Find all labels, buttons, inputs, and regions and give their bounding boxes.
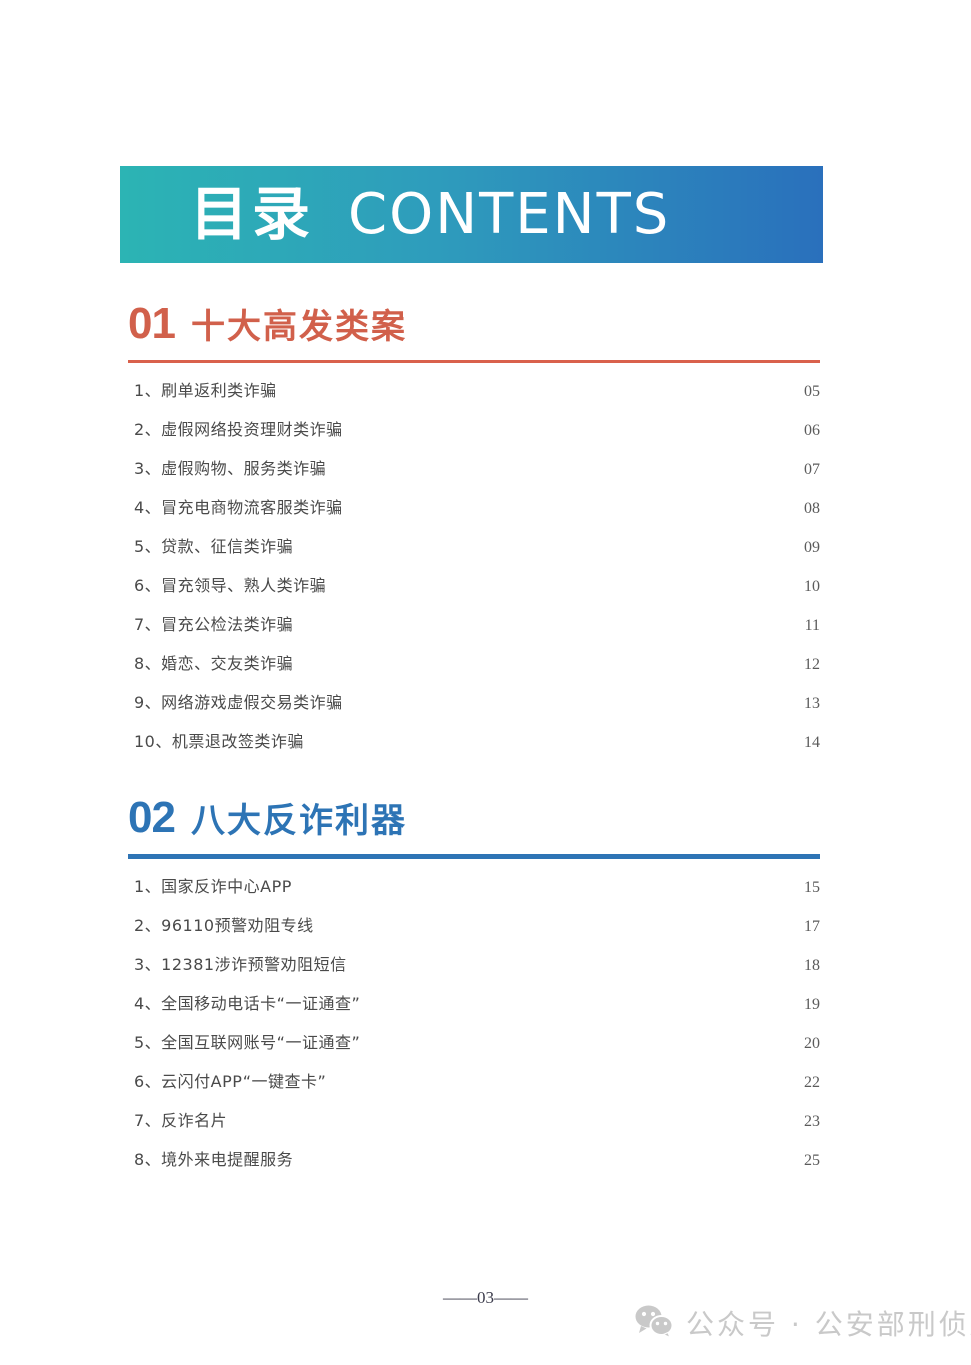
toc-entry[interactable]: 1、国家反诈中心APP 15 (128, 873, 820, 912)
toc-entry-label: 6、云闪付APP“一键查卡” (134, 1072, 327, 1091)
toc-entry[interactable]: 5、全国互联网账号“一证通查” 20 (128, 1029, 820, 1068)
toc-entry-label: 9、网络游戏虚假交易类诈骗 (134, 693, 343, 712)
toc-entry[interactable]: 4、全国移动电话卡“一证通查” 19 (128, 990, 820, 1029)
toc-entry[interactable]: 1、刷单返利类诈骗 05 (128, 377, 820, 416)
toc-entry[interactable]: 8、婚恋、交友类诈骗 12 (128, 650, 820, 689)
toc-entry-page-number: 15 (804, 879, 820, 896)
section-02-divider (128, 854, 820, 859)
toc-entry-page-number: 06 (804, 422, 820, 439)
toc-entry[interactable]: 8、境外来电提醒服务 25 (128, 1146, 820, 1185)
toc-entry-label: 2、虚假网络投资理财类诈骗 (134, 420, 343, 439)
toc-entry-page-number: 13 (804, 695, 820, 712)
contents-banner: 目录 CONTENTS (120, 166, 823, 263)
section-02-number: 02 (128, 793, 176, 842)
toc-entry[interactable]: 3、虚假购物、服务类诈骗 07 (128, 455, 820, 494)
toc-entry-label: 3、12381涉诈预警劝阻短信 (134, 955, 347, 974)
toc-entry-label: 5、贷款、征信类诈骗 (134, 537, 294, 556)
toc-entry[interactable]: 6、云闪付APP“一键查卡” 22 (128, 1068, 820, 1107)
toc-entry-page-number: 07 (804, 461, 820, 478)
section-02-toc-list: 1、国家反诈中心APP 15 2、96110预警劝阻专线 17 3、12381涉诈预警劝… (128, 873, 820, 1185)
section-01-number: 01 (128, 299, 176, 348)
toc-entry-label: 3、虚假购物、服务类诈骗 (134, 459, 327, 478)
section-01: 01 十大高发类案 1、刷单返利类诈骗 05 2、虚假网络投资理财类诈骗 06 3、虚假… (128, 302, 820, 767)
banner-title-en: CONTENTS (348, 181, 671, 247)
toc-entry-page-number: 08 (804, 500, 820, 517)
toc-entry-page-number: 20 (804, 1035, 820, 1052)
wechat-icon (634, 1304, 674, 1343)
toc-entry-page-number: 25 (804, 1152, 820, 1169)
toc-entry-page-number: 23 (804, 1113, 820, 1130)
toc-entry-label: 1、国家反诈中心APP (134, 877, 292, 896)
toc-entry-label: 7、反诈名片 (134, 1111, 228, 1130)
banner-title-cn: 目录 (190, 181, 315, 247)
toc-entry[interactable]: 5、贷款、征信类诈骗 09 (128, 533, 820, 572)
toc-entry[interactable]: 7、反诈名片 23 (128, 1107, 820, 1146)
footer-page-number: ——03—— (443, 1288, 528, 1307)
toc-entry[interactable]: 4、冒充电商物流客服类诈骗 08 (128, 494, 820, 533)
toc-entry-page-number: 17 (804, 918, 820, 935)
toc-entry-label: 6、冒充领导、熟人类诈骗 (134, 576, 327, 595)
section-01-title: 十大高发类案 (190, 309, 407, 346)
toc-entry[interactable]: 2、96110预警劝阻专线 17 (128, 912, 820, 951)
toc-entry-page-number: 22 (804, 1074, 820, 1091)
toc-entry-page-number: 10 (804, 578, 820, 595)
watermark-text: 公众号 · 公安部刑侦局 (686, 1308, 971, 1341)
toc-entry-page-number: 12 (804, 656, 820, 673)
section-02-title: 八大反诈利器 (190, 803, 407, 840)
section-02: 02 八大反诈利器 1、国家反诈中心APP 15 2、96110预警劝阻专线 17 3、… (128, 796, 820, 1185)
toc-entry-page-number: 14 (804, 734, 820, 751)
toc-entry[interactable]: 7、冒充公检法类诈骗 11 (128, 611, 820, 650)
toc-entry-label: 10、机票退改签类诈骗 (134, 732, 304, 751)
toc-entry-label: 4、冒充电商物流客服类诈骗 (134, 498, 343, 517)
toc-entry-label: 7、冒充公检法类诈骗 (134, 615, 294, 634)
toc-entry-label: 8、境外来电提醒服务 (134, 1150, 294, 1169)
toc-entry-page-number: 19 (804, 996, 820, 1013)
toc-entry[interactable]: 2、虚假网络投资理财类诈骗 06 (128, 416, 820, 455)
toc-entry[interactable]: 9、网络游戏虚假交易类诈骗 13 (128, 689, 820, 728)
section-01-toc-list: 1、刷单返利类诈骗 05 2、虚假网络投资理财类诈骗 06 3、虚假购物、服务类诈骗 07… (128, 377, 820, 767)
section-02-header: 02 八大反诈利器 (128, 796, 820, 848)
toc-entry-page-number: 11 (804, 617, 820, 634)
toc-entry-label: 4、全国移动电话卡“一证通查” (134, 994, 361, 1013)
toc-entry-label: 8、婚恋、交友类诈骗 (134, 654, 294, 673)
toc-entry-label: 5、全国互联网账号“一证通查” (134, 1033, 361, 1052)
toc-entry-label: 1、刷单返利类诈骗 (134, 381, 277, 400)
toc-entry-page-number: 05 (804, 383, 820, 400)
toc-entry-label: 2、96110预警劝阻专线 (134, 916, 314, 935)
toc-entry[interactable]: 6、冒充领导、熟人类诈骗 10 (128, 572, 820, 611)
toc-entry-page-number: 18 (804, 957, 820, 974)
section-01-header: 01 十大高发类案 (128, 302, 820, 354)
toc-entry[interactable]: 10、机票退改签类诈骗 14 (128, 728, 820, 767)
toc-entry-page-number: 09 (804, 539, 820, 556)
section-01-divider (128, 360, 820, 363)
toc-entry[interactable]: 3、12381涉诈预警劝阻短信 18 (128, 951, 820, 990)
watermark: 公众号 · 公安部刑侦局 (634, 1303, 971, 1343)
